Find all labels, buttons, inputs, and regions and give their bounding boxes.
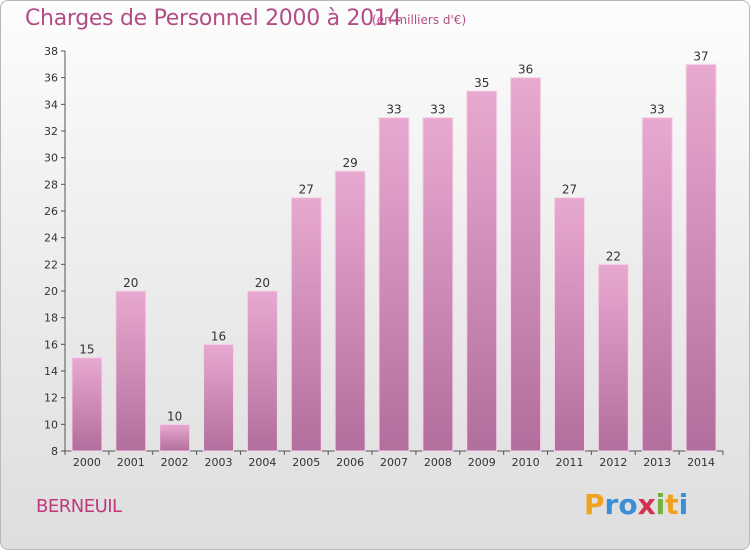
value-label-2007: 33 (386, 103, 401, 117)
y-tick-label: 20 (44, 285, 58, 298)
x-tick-label-2008: 2008 (424, 456, 452, 469)
bar-2003 (203, 343, 235, 452)
y-tick-label: 24 (44, 232, 58, 245)
logo-letter: i (678, 488, 689, 521)
bar-2012 (597, 263, 629, 452)
y-tick-label: 18 (44, 312, 58, 325)
x-tick-label-2009: 2009 (468, 456, 496, 469)
x-tick-label-2010: 2010 (512, 456, 540, 469)
bar-2007 (378, 117, 410, 452)
y-tick-label: 28 (44, 178, 58, 191)
logo-letter: t (665, 488, 679, 521)
y-tick-label: 34 (44, 98, 58, 111)
x-tick-label-2011: 2011 (555, 456, 583, 469)
place-name: BERNEUIL (36, 496, 122, 517)
x-tick-label-2003: 2003 (205, 456, 233, 469)
x-tick-label-2012: 2012 (599, 456, 627, 469)
x-tick-label-2006: 2006 (336, 456, 364, 469)
logo-letter: r (604, 488, 619, 521)
logo-letter: P (584, 488, 605, 521)
logo-letter: o (618, 488, 638, 521)
value-label-2003: 16 (211, 329, 226, 343)
bar-2014 (685, 63, 717, 452)
value-label-2014: 37 (693, 49, 708, 63)
bar-2004 (246, 290, 278, 452)
bar-2001 (115, 290, 147, 452)
y-tick-label: 38 (44, 45, 58, 58)
logo-letter: x (637, 488, 656, 521)
chart-title: Charges de Personnel 2000 à 2014 (25, 6, 402, 31)
value-label-2010: 36 (518, 63, 533, 77)
x-tick-label-2000: 2000 (73, 456, 101, 469)
y-tick-label: 12 (44, 392, 58, 405)
y-tick-label: 26 (44, 205, 58, 218)
bar-2005 (290, 197, 322, 452)
bar-2011 (553, 197, 585, 452)
y-tick-label: 16 (44, 338, 58, 351)
y-tick-label: 36 (44, 72, 58, 85)
value-label-2005: 27 (299, 183, 314, 197)
value-label-2004: 20 (255, 276, 270, 290)
value-label-2008: 33 (430, 103, 445, 117)
value-label-2006: 29 (342, 156, 357, 170)
x-tick-label-2014: 2014 (687, 456, 715, 469)
y-tick-label: 22 (44, 258, 58, 271)
x-tick-label-2002: 2002 (161, 456, 189, 469)
value-label-2011: 27 (562, 183, 577, 197)
bar-2002 (159, 423, 191, 452)
value-label-2012: 22 (606, 249, 621, 263)
bar-2010 (510, 77, 542, 452)
x-tick-label-2004: 2004 (248, 456, 276, 469)
y-tick-label: 8 (51, 445, 58, 458)
chart-subtitle: (en milliers d'€) (372, 13, 467, 27)
value-label-2001: 20 (123, 276, 138, 290)
y-tick-label: 30 (44, 152, 58, 165)
x-tick-label-2001: 2001 (117, 456, 145, 469)
value-label-2000: 15 (79, 343, 94, 357)
bar-2008 (422, 117, 454, 452)
proxiti-logo: Proxiti (584, 488, 688, 521)
bar-2013 (641, 117, 673, 452)
value-label-2013: 33 (650, 103, 665, 117)
bar-2006 (334, 170, 366, 452)
x-tick-label-2005: 2005 (292, 456, 320, 469)
y-tick-label: 32 (44, 125, 58, 138)
y-tick-label: 10 (44, 418, 58, 431)
value-label-2002: 10 (167, 409, 182, 423)
x-tick-label-2013: 2013 (643, 456, 671, 469)
x-tick-label-2007: 2007 (380, 456, 408, 469)
logo-letter: i (655, 488, 666, 521)
bar-2000 (71, 357, 103, 452)
value-label-2009: 35 (474, 76, 489, 90)
bar-2009 (466, 90, 498, 452)
y-tick-label: 14 (44, 365, 58, 378)
